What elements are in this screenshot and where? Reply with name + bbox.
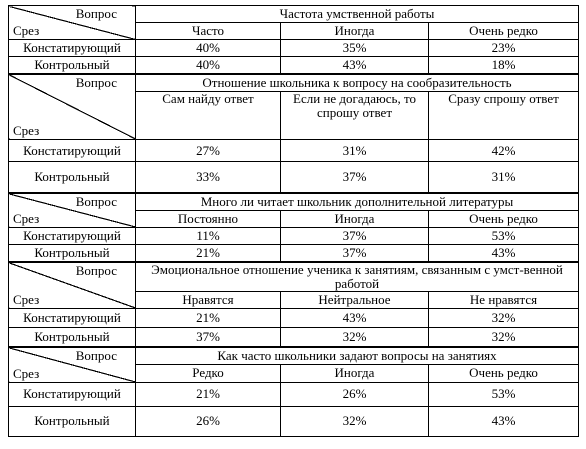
value-cell: 37% (280, 243, 429, 262)
value-cell: 43% (280, 308, 429, 328)
column-header: Часто (135, 22, 281, 40)
column-header: Нейтральное (280, 291, 429, 309)
value-cell: 43% (280, 56, 429, 75)
header-corner-cell: Вопрос Срез (8, 191, 136, 228)
value-cell: 32% (280, 327, 429, 347)
section-title: Как часто школьники задают вопросы на за… (134, 345, 580, 365)
row-label-control: Контрольный (8, 327, 136, 347)
row-label-control: Контрольный (8, 405, 136, 437)
row-label-stating: Констатирующий (8, 139, 136, 162)
question-label: Вопрос (75, 6, 117, 21)
slice-label: Срез (13, 292, 40, 307)
value-cell: 33% (135, 161, 281, 193)
value-cell: 11% (135, 226, 281, 245)
question-label: Вопрос (75, 347, 117, 363)
slice-label: Срез (13, 23, 40, 38)
question-label: Вопрос (75, 262, 117, 278)
value-cell: 23% (427, 39, 580, 57)
column-header: Если не догадаюсь, то спрошу ответ (280, 91, 429, 140)
column-header: Очень редко (427, 363, 580, 383)
section-title: Частота умственной работы (134, 5, 580, 23)
value-cell: 53% (427, 381, 580, 407)
value-cell: 43% (427, 405, 580, 437)
column-header: Сразу спрошу ответ (427, 91, 580, 140)
value-cell: 37% (280, 226, 429, 245)
value-cell: 26% (135, 405, 281, 437)
value-cell: 26% (280, 381, 429, 407)
column-header: Очень редко (427, 209, 580, 228)
column-header: Не нравятся (427, 291, 580, 309)
question-label: Вопрос (75, 193, 117, 209)
value-cell: 18% (427, 56, 580, 75)
section-title: Отношение школьника к вопросу на сообраз… (134, 73, 580, 92)
value-cell: 32% (427, 327, 580, 347)
value-cell: 32% (280, 405, 429, 437)
value-cell: 21% (135, 308, 281, 328)
question-label: Вопрос (75, 75, 117, 90)
row-label-stating: Констатирующий (8, 226, 136, 245)
slice-label: Срез (13, 123, 40, 138)
row-label-stating: Констатирующий (8, 39, 136, 57)
value-cell: 32% (427, 308, 580, 328)
header-corner-cell: Вопрос Срез (8, 5, 136, 40)
row-label-stating: Констатирующий (8, 381, 136, 407)
column-header: Постоянно (135, 209, 281, 228)
slice-label: Срез (13, 210, 40, 226)
value-cell: 43% (427, 243, 580, 262)
value-cell: 31% (427, 161, 580, 193)
column-header: Иногда (280, 209, 429, 228)
row-label-control: Контрольный (8, 56, 136, 75)
column-header: Иногда (280, 363, 429, 383)
value-cell: 40% (135, 39, 281, 57)
survey-table: Вопрос Срез Частота умственной работы Ча… (8, 5, 580, 437)
column-header: Иногда (280, 22, 429, 40)
column-header: Редко (135, 363, 281, 383)
column-header: Нравятся (135, 291, 281, 309)
value-cell: 40% (135, 56, 281, 75)
section-title: Эмоциональное отношение ученика к заняти… (134, 260, 580, 292)
column-header: Очень редко (427, 22, 580, 40)
value-cell: 21% (135, 243, 281, 262)
value-cell: 37% (135, 327, 281, 347)
value-cell: 37% (280, 161, 429, 193)
column-header: Сам найду ответ (135, 91, 281, 140)
row-label-control: Контрольный (8, 161, 136, 193)
row-label-stating: Констатирующий (8, 308, 136, 328)
header-corner-cell: Вопрос Срез (8, 345, 136, 383)
slice-label: Срез (13, 365, 40, 381)
value-cell: 31% (280, 139, 429, 162)
value-cell: 53% (427, 226, 580, 245)
header-corner-cell: Вопрос Срез (8, 260, 136, 309)
value-cell: 27% (135, 139, 281, 162)
value-cell: 42% (427, 139, 580, 162)
value-cell: 35% (280, 39, 429, 57)
header-corner-cell: Вопрос Срез (8, 73, 136, 140)
row-label-control: Контрольный (8, 243, 136, 262)
section-title: Много ли читает школьник дополнительной … (134, 191, 580, 211)
value-cell: 21% (135, 381, 281, 407)
